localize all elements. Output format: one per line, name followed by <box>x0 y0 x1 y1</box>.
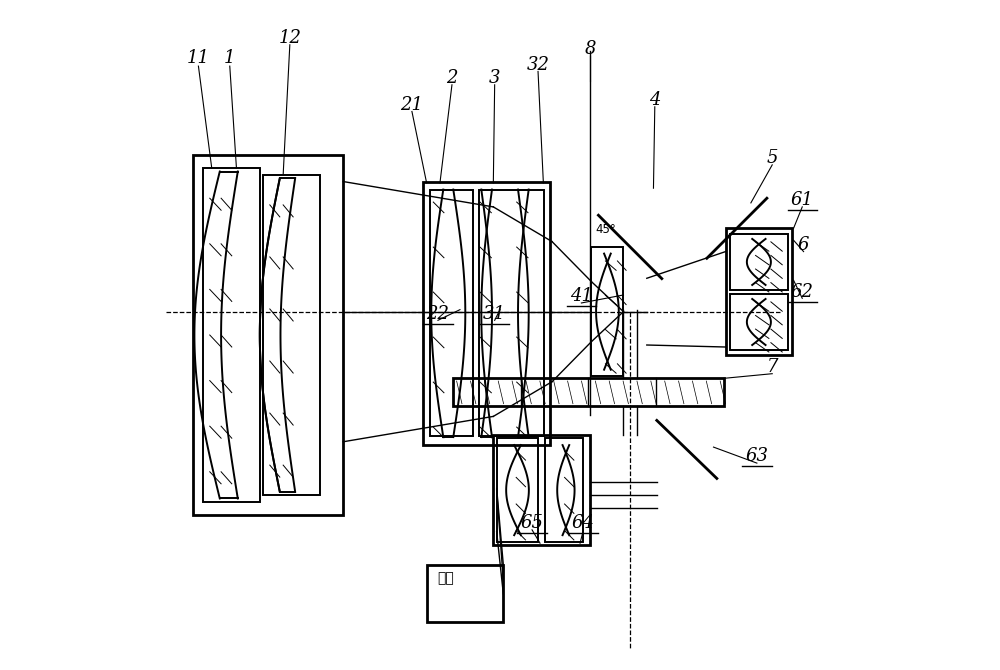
Bar <box>430 190 473 436</box>
Text: 21: 21 <box>400 96 423 114</box>
Text: 5: 5 <box>766 149 778 168</box>
Text: 2: 2 <box>446 69 458 87</box>
Bar <box>730 234 788 290</box>
Text: 22: 22 <box>426 305 449 323</box>
Text: 6: 6 <box>798 236 809 254</box>
Text: 65: 65 <box>521 514 544 532</box>
Text: 31: 31 <box>483 305 506 323</box>
Bar <box>193 155 343 515</box>
Bar <box>730 293 788 350</box>
Text: 1: 1 <box>224 49 236 67</box>
Text: 4: 4 <box>649 91 661 109</box>
Bar <box>263 175 320 495</box>
Bar <box>497 438 538 542</box>
Text: 41: 41 <box>570 287 593 306</box>
Text: 61: 61 <box>791 191 814 209</box>
Text: 12: 12 <box>278 29 301 47</box>
Text: 8: 8 <box>584 40 596 58</box>
Bar <box>591 247 623 377</box>
Text: 7: 7 <box>766 358 778 376</box>
Text: 32: 32 <box>527 56 550 74</box>
Bar <box>545 438 583 542</box>
Bar <box>427 565 503 622</box>
Bar <box>423 182 550 445</box>
Bar <box>493 435 590 545</box>
Text: 3: 3 <box>489 69 500 87</box>
Text: 11: 11 <box>187 49 210 67</box>
Text: 64: 64 <box>572 514 595 532</box>
Text: 像面: 像面 <box>437 572 454 586</box>
Bar <box>453 379 724 407</box>
Text: 62: 62 <box>791 283 814 301</box>
Text: 63: 63 <box>745 448 768 466</box>
Text: 45°: 45° <box>595 223 616 236</box>
Bar <box>479 190 544 436</box>
Bar <box>726 228 792 355</box>
Bar <box>203 168 260 502</box>
